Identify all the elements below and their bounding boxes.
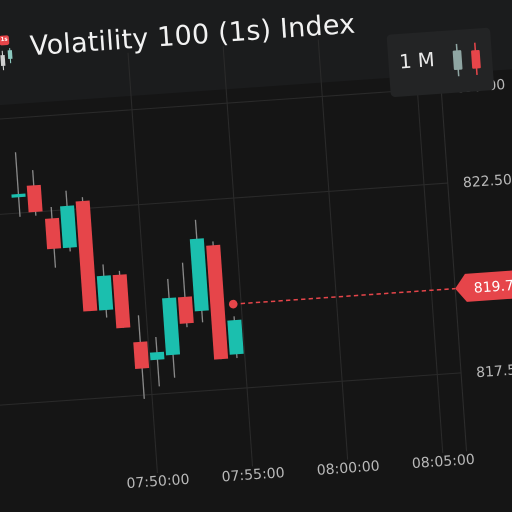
timeframe-button[interactable]: 1 M	[386, 27, 495, 98]
grid-line-horizontal	[0, 87, 442, 127]
candle-body	[177, 296, 194, 324]
candle-body	[149, 351, 165, 361]
time-tick-label: 07:50:00	[126, 472, 190, 492]
candle-body	[11, 193, 26, 198]
candle-body	[189, 238, 209, 312]
candle-body	[26, 184, 43, 213]
candle-wick	[155, 336, 160, 387]
candle-body	[60, 205, 77, 249]
grid-line-horizontal	[0, 182, 448, 222]
candle-body	[162, 297, 181, 356]
candle-body	[44, 217, 62, 250]
candle-body	[227, 319, 244, 355]
grid-line-horizontal	[0, 372, 462, 411]
candle-body	[75, 200, 98, 312]
candle-body	[96, 275, 114, 311]
price-axis-line	[436, 31, 468, 452]
current-price-label: 819.72	[473, 277, 512, 296]
grid-line-vertical	[412, 32, 444, 454]
current-price-line	[233, 287, 456, 305]
time-tick-label: 07:55:00	[221, 465, 285, 485]
candlestick-icon	[452, 42, 481, 77]
mini-candles-icon	[0, 48, 13, 71]
timeframe-label: 1 M	[398, 48, 436, 74]
price-tick-label: 822.50	[462, 172, 512, 191]
candle-body	[112, 274, 131, 329]
candle-wick	[14, 152, 21, 217]
grid-line-vertical	[127, 52, 158, 474]
current-price-marker	[228, 299, 238, 309]
candle-body	[133, 341, 150, 369]
icon-badge-1s: 1s	[0, 35, 10, 46]
volatility-index-icon: 100 1s	[0, 35, 17, 74]
grid-line-vertical	[222, 46, 254, 467]
current-price-tag	[455, 269, 512, 302]
price-tick-label: 817.50	[476, 362, 512, 381]
candle-body	[206, 244, 229, 360]
time-tick-label: 08:00:00	[316, 458, 380, 478]
time-tick-label: 08:05:00	[411, 452, 475, 472]
grid-line-vertical	[317, 39, 349, 460]
